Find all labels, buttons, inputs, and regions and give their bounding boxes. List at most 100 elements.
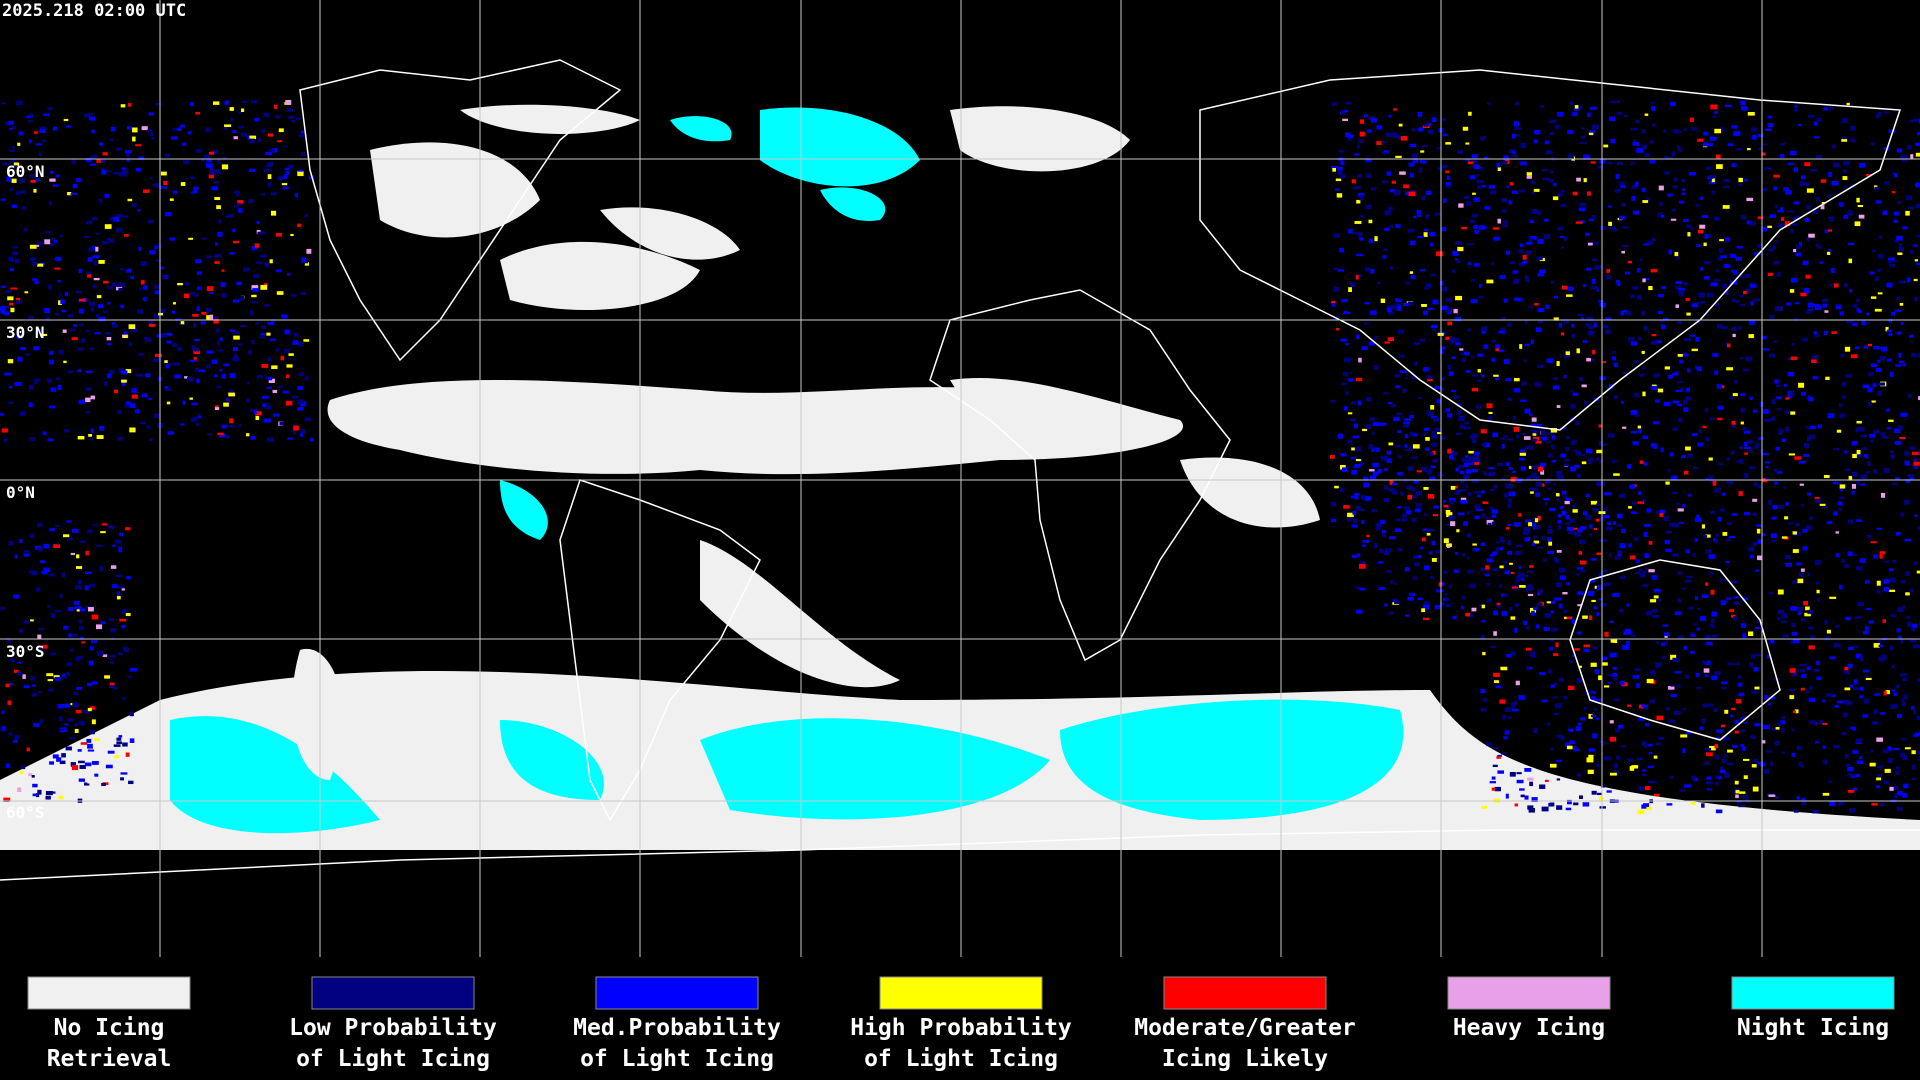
icing-pixel: [121, 625, 126, 629]
icing-pixel: [1382, 392, 1389, 395]
icing-pixel: [1895, 477, 1900, 480]
icing-pixel: [1480, 689, 1486, 694]
icing-pixel: [1670, 684, 1675, 687]
icing-pixel: [16, 334, 22, 340]
icing-pixel: [1474, 504, 1481, 510]
icing-pixel: [1663, 401, 1671, 407]
icing-pixel: [1628, 543, 1632, 548]
icing-pixel: [1353, 186, 1361, 189]
icing-pixel: [1710, 624, 1715, 628]
icing-pixel: [1816, 598, 1820, 602]
icing-pixel: [1648, 780, 1654, 784]
icing-pixel: [1463, 463, 1469, 467]
icing-pixel: [1822, 792, 1830, 796]
icing-pixel: [283, 174, 287, 180]
icing-pixel: [1838, 507, 1843, 511]
icing-pixel: [218, 433, 226, 438]
icing-pixel: [1717, 463, 1724, 466]
icing-pixel: [1765, 477, 1769, 480]
icing-pixel: [1524, 320, 1528, 325]
icing-pixel: [1574, 421, 1580, 425]
icing-pixel: [1781, 438, 1787, 442]
icing-pixel: [1856, 454, 1862, 457]
icing-pixel: [1757, 216, 1764, 220]
icing-pixel: [1470, 299, 1478, 304]
icing-pixel: [1569, 660, 1573, 663]
icing-pixel: [1492, 339, 1496, 343]
icing-pixel: [1828, 172, 1832, 177]
icing-pixel: [1411, 153, 1418, 159]
icing-pixel: [58, 795, 64, 800]
icing-pixel: [1556, 550, 1562, 553]
icing-pixel: [98, 304, 104, 309]
icing-pixel: [1911, 706, 1915, 710]
icing-pixel: [1619, 544, 1626, 549]
icing-pixel: [1776, 471, 1783, 474]
icing-pixel: [1641, 350, 1645, 354]
icing-pixel: [1359, 237, 1364, 241]
icing-pixel: [1630, 341, 1637, 346]
icing-pixel: [1547, 528, 1553, 534]
icing-pixel: [1816, 660, 1821, 665]
icing-pixel: [1582, 340, 1588, 343]
icing-pixel: [1486, 519, 1494, 525]
icing-pixel: [1894, 785, 1899, 790]
icing-pixel: [1423, 232, 1428, 237]
icing-pixel: [1522, 531, 1530, 535]
icing-pixel: [1556, 493, 1560, 497]
icing-pixel: [148, 219, 154, 224]
icing-pixel: [1761, 453, 1769, 456]
icing-pixel: [297, 223, 301, 228]
icing-pixel: [100, 159, 106, 163]
icing-pixel: [1820, 205, 1825, 210]
icing-pixel: [1824, 310, 1829, 313]
icing-pixel: [1460, 479, 1465, 485]
icing-pixel: [1767, 499, 1772, 505]
icing-pixel: [1529, 651, 1535, 657]
icing-pixel: [1534, 525, 1541, 530]
icing-pixel: [1806, 188, 1814, 193]
icing-pixel: [1913, 118, 1920, 122]
icing-pixel: [61, 309, 67, 313]
icing-pixel: [1896, 806, 1903, 811]
icing-pixel: [1588, 130, 1594, 136]
icing-pixel: [1580, 717, 1586, 721]
icing-pixel: [1587, 457, 1593, 463]
icing-pixel: [1429, 476, 1436, 481]
icing-pixel: [1552, 385, 1560, 390]
icing-pixel: [10, 325, 14, 330]
icing-pixel: [1692, 553, 1697, 557]
icing-pixel: [1757, 134, 1764, 138]
icing-pixel: [1347, 357, 1353, 361]
icing-pixel: [1602, 514, 1610, 519]
icing-pixel: [1641, 499, 1647, 502]
icing-pixel: [191, 345, 196, 351]
icing-pixel: [1735, 256, 1743, 261]
icing-pixel: [229, 373, 236, 378]
icing-pixel: [1523, 359, 1527, 362]
icing-pixel: [1916, 353, 1920, 358]
icing-pixel: [1366, 534, 1370, 538]
icing-pixel: [291, 120, 296, 123]
icing-pixel: [1807, 492, 1812, 496]
icing-pixel: [29, 437, 36, 441]
icing-pixel: [1871, 721, 1879, 725]
icing-pixel: [1724, 772, 1731, 778]
icing-pixel: [1554, 597, 1562, 601]
icing-pixel: [1471, 154, 1478, 159]
icing-pixel: [1711, 177, 1715, 183]
icing-pixel: [1565, 351, 1570, 356]
icing-pixel: [1465, 459, 1471, 463]
icing-pixel: [1501, 317, 1506, 320]
icing-pixel: [1621, 250, 1625, 254]
icing-pixel: [1425, 447, 1430, 451]
icing-pixel: [164, 360, 168, 364]
icing-pixel: [1714, 755, 1720, 760]
icing-pixel: [1604, 329, 1611, 335]
icing-pixel: [1868, 620, 1875, 624]
icing-pixel: [1813, 136, 1820, 139]
icing-pixel: [1656, 510, 1660, 515]
icing-pixel: [1679, 387, 1684, 391]
icing-pixel: [1688, 172, 1696, 176]
icing-pixel: [40, 329, 44, 332]
